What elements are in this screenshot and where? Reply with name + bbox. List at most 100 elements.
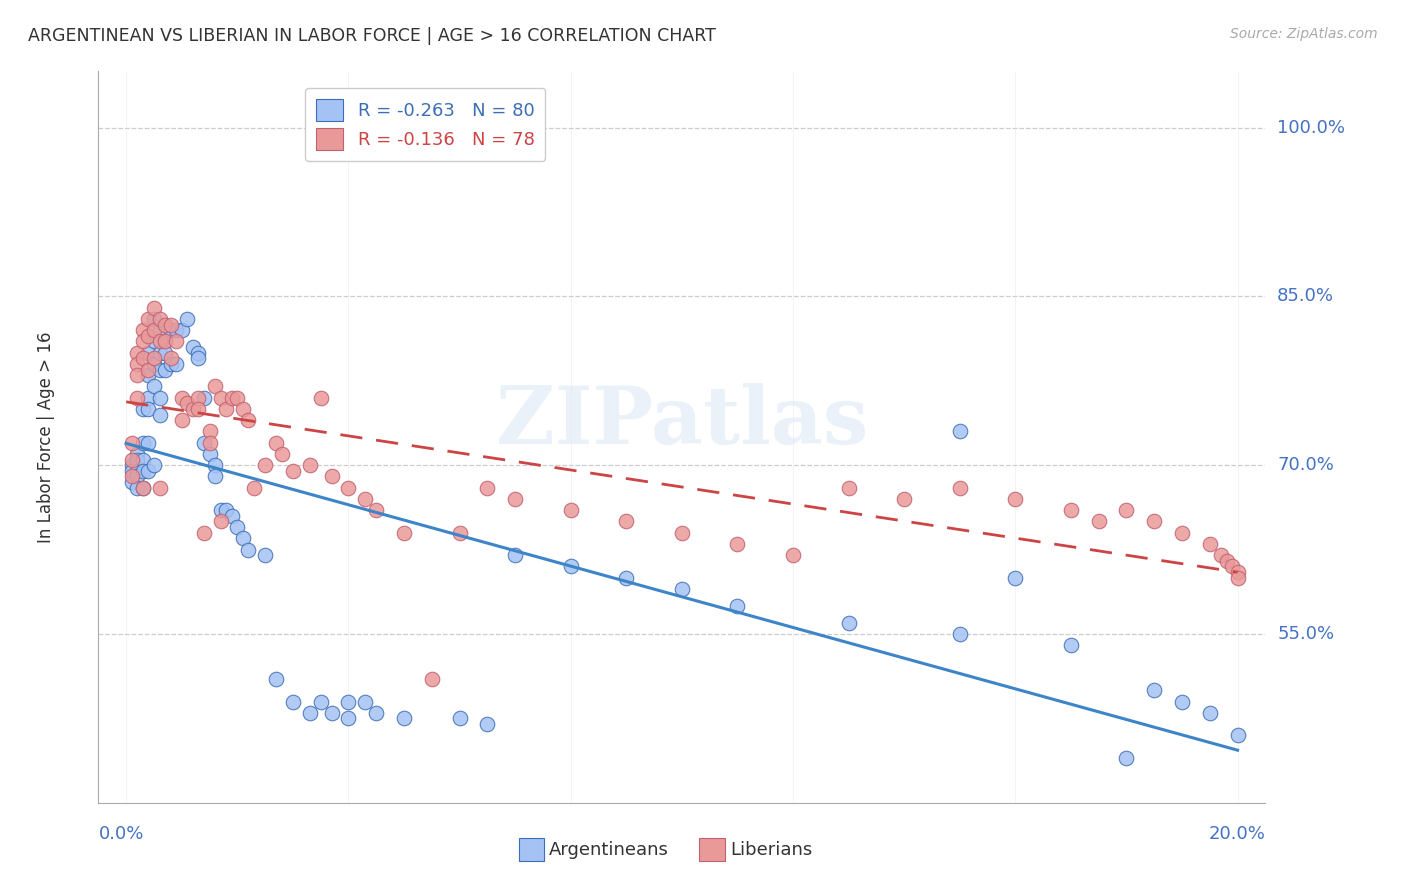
Point <box>127 469 149 483</box>
Point <box>1198 537 1220 551</box>
Point <box>264 435 287 450</box>
Point <box>193 391 215 405</box>
Point <box>232 532 254 546</box>
Point <box>264 672 287 686</box>
Point <box>138 368 160 383</box>
Point <box>176 396 198 410</box>
Point <box>193 525 215 540</box>
Point <box>121 458 143 473</box>
Point <box>420 672 443 686</box>
Text: 20.0%: 20.0% <box>1209 825 1265 843</box>
Point <box>181 401 204 416</box>
Point <box>449 525 471 540</box>
Point <box>270 447 292 461</box>
Point <box>1171 694 1194 708</box>
Point <box>138 435 160 450</box>
Point <box>187 345 209 359</box>
Point <box>309 694 332 708</box>
Point <box>226 520 249 534</box>
Point <box>321 469 343 483</box>
Text: ZIPatlas: ZIPatlas <box>496 384 868 461</box>
Point <box>165 323 187 337</box>
Text: Liberians: Liberians <box>730 841 813 859</box>
Point <box>337 694 360 708</box>
Point <box>392 711 415 725</box>
Point <box>127 368 149 383</box>
Point <box>148 362 170 376</box>
Point <box>143 357 166 371</box>
Point <box>204 458 226 473</box>
Legend: R = -0.263   N = 80, R = -0.136   N = 78: R = -0.263 N = 80, R = -0.136 N = 78 <box>305 87 546 161</box>
Point <box>148 334 170 349</box>
Point <box>127 447 149 461</box>
Point <box>127 481 149 495</box>
Point <box>560 503 582 517</box>
Point <box>354 491 377 506</box>
FancyBboxPatch shape <box>699 838 725 862</box>
Point <box>143 323 166 337</box>
Point <box>614 515 637 529</box>
Point <box>127 452 149 467</box>
Point <box>159 323 181 337</box>
Point <box>138 345 160 359</box>
Point <box>209 503 232 517</box>
Point <box>243 481 266 495</box>
Point <box>153 318 176 332</box>
Point <box>1226 571 1249 585</box>
Point <box>132 351 155 366</box>
Point <box>671 582 693 596</box>
Point <box>143 351 166 366</box>
Point <box>1060 638 1083 652</box>
Point <box>1215 554 1237 568</box>
FancyBboxPatch shape <box>519 838 544 862</box>
Point <box>148 312 170 326</box>
Point <box>477 481 499 495</box>
Point <box>127 357 149 371</box>
Point <box>232 401 254 416</box>
Point <box>838 481 860 495</box>
Point <box>1115 751 1137 765</box>
Text: 0.0%: 0.0% <box>98 825 143 843</box>
Point <box>1198 706 1220 720</box>
Point <box>1171 525 1194 540</box>
Point <box>132 481 155 495</box>
Point <box>1060 503 1083 517</box>
Point <box>148 323 170 337</box>
Text: Argentineans: Argentineans <box>548 841 669 859</box>
Point <box>148 408 170 422</box>
Point <box>727 537 749 551</box>
Point <box>449 711 471 725</box>
Text: ARGENTINEAN VS LIBERIAN IN LABOR FORCE | AGE > 16 CORRELATION CHART: ARGENTINEAN VS LIBERIAN IN LABOR FORCE |… <box>28 27 716 45</box>
Text: Source: ZipAtlas.com: Source: ZipAtlas.com <box>1230 27 1378 41</box>
Point <box>949 627 972 641</box>
Point <box>132 464 155 478</box>
Point <box>170 413 193 427</box>
Text: 70.0%: 70.0% <box>1277 456 1334 475</box>
Point <box>148 481 170 495</box>
Point <box>392 525 415 540</box>
Point <box>614 571 637 585</box>
Point <box>193 435 215 450</box>
Point <box>121 475 143 489</box>
Point <box>159 351 181 366</box>
Point <box>153 334 176 349</box>
Point <box>159 318 181 332</box>
Point <box>121 469 143 483</box>
Point <box>337 711 360 725</box>
Point <box>143 379 166 393</box>
Point <box>153 345 176 359</box>
Point <box>143 301 166 315</box>
Point <box>238 413 260 427</box>
Point <box>143 334 166 349</box>
Point <box>337 481 360 495</box>
Point <box>281 464 304 478</box>
Point <box>153 362 176 376</box>
Point <box>309 391 332 405</box>
Point <box>143 458 166 473</box>
Point <box>153 334 176 349</box>
Point <box>121 452 143 467</box>
Point <box>949 481 972 495</box>
Point <box>165 357 187 371</box>
Point <box>221 508 243 523</box>
Point <box>727 599 749 613</box>
